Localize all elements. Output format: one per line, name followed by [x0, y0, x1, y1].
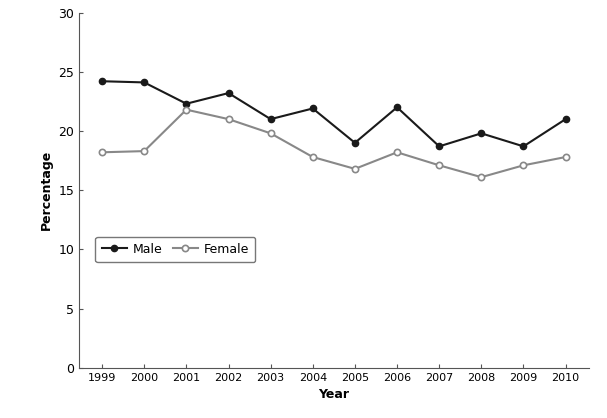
Male [309, 106, 316, 111]
Male [351, 140, 359, 145]
Male [141, 80, 148, 85]
Female [309, 155, 316, 160]
Male [225, 91, 232, 96]
Female [351, 166, 359, 171]
Female [98, 150, 106, 155]
Line: Male: Male [99, 78, 569, 150]
Female [225, 117, 232, 122]
Line: Female: Female [99, 107, 569, 180]
Female [267, 131, 274, 136]
Female [141, 149, 148, 154]
Male [393, 105, 401, 110]
Female [183, 107, 190, 112]
Female [436, 163, 443, 168]
X-axis label: Year: Year [318, 388, 350, 401]
Male [98, 79, 106, 84]
Male [562, 117, 569, 122]
Female [393, 150, 401, 155]
Male [520, 144, 527, 149]
Male [183, 101, 190, 106]
Female [478, 175, 485, 180]
Male [478, 131, 485, 136]
Female [562, 155, 569, 160]
Y-axis label: Percentage: Percentage [39, 150, 53, 230]
Legend: Male, Female: Male, Female [95, 237, 256, 262]
Male [436, 144, 443, 149]
Male [267, 117, 274, 122]
Female [520, 163, 527, 168]
